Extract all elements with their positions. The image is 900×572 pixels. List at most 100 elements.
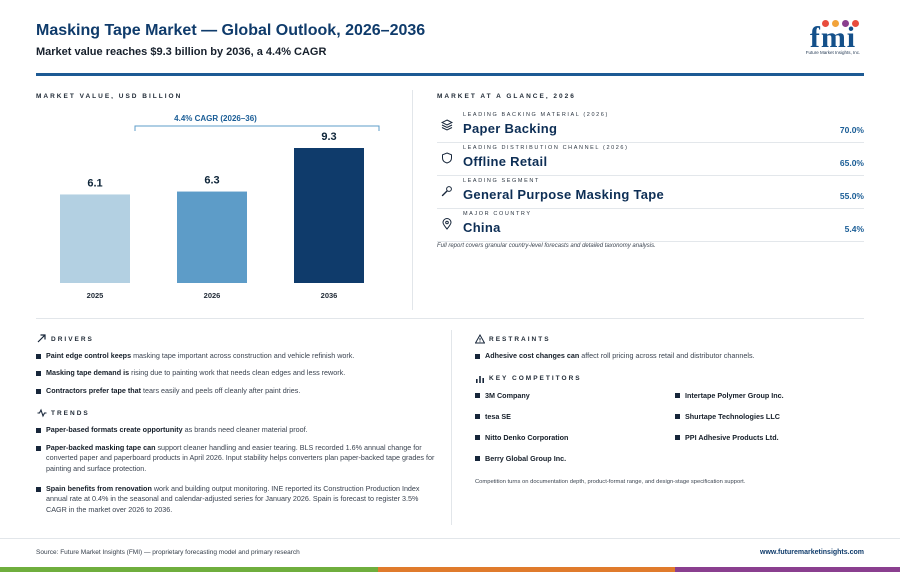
glance-item-leading-segment: LEADING SEGMENT General Purpose Masking … [437, 178, 864, 209]
trends-label: TRENDS [51, 410, 90, 417]
glance-share: 70.0% [839, 125, 864, 135]
glance-item-distribution-channel: LEADING DISTRIBUTION CHANNEL (2026) Offl… [437, 145, 864, 176]
bullet-marker [36, 487, 41, 492]
warning-icon [475, 334, 485, 344]
bullet-marker [36, 446, 41, 451]
competitor-name: Nitto Denko Corporation [485, 433, 569, 442]
glance-label: LEADING SEGMENT [463, 178, 540, 184]
page-subtitle: Market value reaches $9.3 billion by 203… [36, 46, 327, 58]
logo-tagline: Future Market Insights, Inc. [805, 50, 861, 55]
glance-section-label: MARKET AT A GLANCE, 2026 [437, 93, 576, 100]
driver-text: masking tape important across constructi… [131, 351, 355, 360]
competitor-name: PPI Adhesive Products Ltd. [685, 433, 779, 442]
bullet-marker [475, 414, 480, 419]
top-vertical-divider [412, 90, 413, 310]
glance-value: General Purpose Masking Tape [463, 187, 665, 202]
bullet-marker [675, 414, 680, 419]
glance-share: 55.0% [839, 191, 864, 201]
bullet-marker [475, 456, 480, 461]
driver-text: tears easily and peels off cleanly after… [141, 386, 301, 395]
glance-share: 65.0% [839, 158, 864, 168]
glance-item-backing-material: LEADING BACKING MATERIAL (2026) Paper Ba… [437, 112, 864, 143]
trend-item: Paper-based formats create opportunity a… [36, 425, 436, 435]
competitor-name: tesa SE [485, 412, 511, 421]
page-title: Masking Tape Market — Global Outlook, 20… [36, 22, 426, 39]
footer-source: Source: Future Market Insights (FMI) — p… [36, 549, 300, 556]
competitor-name: Berry Global Group Inc. [485, 454, 567, 463]
bullet-marker [36, 371, 41, 376]
cagr-annotation: 4.4% CAGR (2026–36) [174, 114, 257, 123]
x-tick-label: 2036 [321, 291, 338, 300]
competitor-name: Intertape Polymer Group Inc. [685, 391, 784, 400]
glance-label: MAJOR COUNTRY [463, 211, 532, 217]
bar-value-label: 6.1 [87, 177, 102, 189]
bar-value-label: 9.3 [321, 131, 336, 143]
bullet-marker [675, 435, 680, 440]
trend-text: support cleaner handling and easier tear… [46, 443, 435, 473]
brand-bar-purple [675, 567, 900, 572]
trending-up-icon [37, 334, 46, 343]
layers-icon [441, 119, 453, 131]
cagr-bracket [134, 125, 380, 131]
glance-value: Offline Retail [463, 154, 548, 169]
bar-2026 [177, 191, 247, 283]
brand-bar-orange [378, 567, 675, 572]
brand-bar-green [0, 567, 378, 572]
competitor-name: 3M Company [485, 391, 530, 400]
bar-2036 [294, 148, 364, 283]
bullet-marker [475, 393, 480, 398]
footer-website-link[interactable]: www.futuremarketinsights.com [760, 549, 864, 556]
bullet-marker [36, 428, 41, 433]
restraint-text: affect roll pricing across retail and di… [579, 351, 755, 360]
bottom-vertical-divider [451, 330, 452, 525]
bar-chart-icon [476, 376, 484, 383]
activity-icon [37, 408, 47, 418]
shield-icon [442, 152, 452, 164]
competitor-item: PPI Adhesive Products Ltd. [675, 433, 779, 442]
wrench-icon [441, 186, 452, 197]
middle-horizontal-divider [36, 318, 864, 319]
fmi-logo[interactable]: fmi Future Market Insights, Inc. [800, 18, 866, 58]
x-tick-label: 2026 [204, 291, 221, 300]
driver-bold: Masking tape demand is [46, 368, 130, 377]
restraint-bold: Adhesive cost changes can [485, 351, 580, 360]
bullet-marker [475, 435, 480, 440]
map-pin-icon [442, 218, 452, 230]
glance-value: China [463, 220, 501, 235]
bullet-marker [36, 389, 41, 394]
footer-divider [0, 538, 900, 539]
driver-item: Contractors prefer tape that tears easil… [36, 386, 436, 396]
restraint-item: Adhesive cost changes can affect roll pr… [475, 351, 865, 361]
competitor-item: 3M Company [475, 391, 530, 400]
header-rule [36, 73, 864, 76]
trend-item: Spain benefits from renovation work and … [36, 484, 436, 515]
driver-bold: Paint edge control keeps [46, 351, 132, 360]
competitor-item: tesa SE [475, 412, 511, 421]
market-value-bar-chart: 6.1 2025 6.3 2026 9.3 2036 4.4% CAGR (2026–36) [60, 114, 380, 300]
glance-item-major-country: MAJOR COUNTRY China 5.4% [437, 211, 864, 242]
bar-value-label: 6.3 [204, 175, 219, 187]
brand-color-bar [0, 567, 900, 572]
trend-text: as brands need cleaner material proof. [182, 425, 308, 434]
competitor-item: Berry Global Group Inc. [475, 454, 566, 463]
trend-bold: Paper-backed masking tape can [46, 443, 156, 452]
glance-note: Full report covers granular country-leve… [437, 243, 656, 249]
restraints-label: RESTRAINTS [489, 336, 551, 343]
competitor-item: Intertape Polymer Group Inc. [675, 391, 784, 400]
competitor-item: Nitto Denko Corporation [475, 433, 568, 442]
driver-item: Masking tape demand is rising due to pai… [36, 368, 436, 378]
competitors-note: Competition turns on documentation depth… [475, 479, 746, 485]
glance-label: LEADING DISTRIBUTION CHANNEL (2026) [463, 145, 629, 151]
competitor-name: Shurtape Technologies LLC [685, 412, 780, 421]
drivers-label: DRIVERS [51, 336, 94, 343]
glance-share: 5.4% [844, 224, 864, 234]
logo-wordmark: fmi [809, 21, 857, 54]
bar-2025 [60, 194, 130, 283]
trend-bold: Paper-based formats create opportunity [46, 425, 183, 434]
driver-item: Paint edge control keeps masking tape im… [36, 351, 436, 361]
x-tick-label: 2025 [87, 291, 104, 300]
glance-label: LEADING BACKING MATERIAL (2026) [463, 112, 609, 118]
chart-section-label: MARKET VALUE, USD BILLION [36, 93, 183, 100]
bullet-marker [475, 354, 480, 359]
logo-dots [820, 20, 864, 28]
